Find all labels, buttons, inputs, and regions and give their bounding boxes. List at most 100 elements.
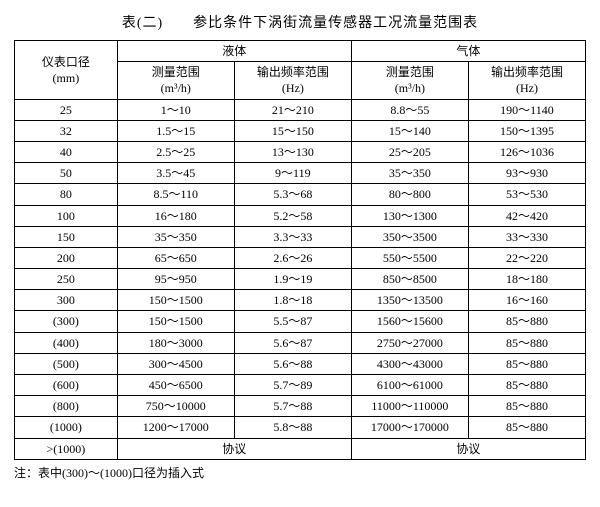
cell-liquid-freq: 1.9～19 [234,269,351,290]
cell-gas-freq: 85～880 [468,396,585,417]
cell-diameter: 25 [15,99,118,120]
cell-liquid-range: 1.5～15 [117,120,234,141]
table-row: 402.5～2513～13025～205126～1036 [15,141,586,162]
th-diameter-l1: 仪表口径 [42,55,90,69]
cell-gas-range: 2750～27000 [351,332,468,353]
cell-gas-range: 协议 [351,438,585,459]
cell-gas-range: 350～3500 [351,226,468,247]
table-row: 15035～3503.3～33350～350033～330 [15,226,586,247]
cell-diameter: (500) [15,353,118,374]
table-row: (300)150～15005.5～871560～1560085～880 [15,311,586,332]
th-freq-l1-g: 输出频率范围 [491,65,563,79]
cell-diameter: (800) [15,396,118,417]
cell-liquid-freq: 13～130 [234,141,351,162]
cell-gas-range: 8.8～55 [351,99,468,120]
cell-gas-freq: 18～180 [468,269,585,290]
table-row: (800)750～100005.7～8811000～11000085～880 [15,396,586,417]
cell-gas-freq: 85～880 [468,332,585,353]
cell-gas-range: 1350～13500 [351,290,468,311]
cell-gas-range: 15～140 [351,120,468,141]
th-diameter-l2: (mm) [53,71,80,85]
cell-liquid-range: 1200～17000 [117,417,234,438]
cell-liquid-range: 65～650 [117,247,234,268]
cell-liquid-freq: 3.3～33 [234,226,351,247]
table-row: 25095～9501.9～19850～850018～180 [15,269,586,290]
th-meas-l2-g: (m³/h) [395,81,425,95]
table-row: 503.5～459～11935～35093～930 [15,163,586,184]
cell-gas-range: 850～8500 [351,269,468,290]
cell-liquid-freq: 2.6～26 [234,247,351,268]
cell-liquid-range: 180～3000 [117,332,234,353]
cell-liquid-range: 750～10000 [117,396,234,417]
cell-gas-freq: 85～880 [468,375,585,396]
table-row: 321.5～1515～15015～140150～1395 [15,120,586,141]
th-liquid-freq: 输出频率范围 (Hz) [234,62,351,99]
cell-gas-freq: 85～880 [468,311,585,332]
th-meas-l1: 测量范围 [152,65,200,79]
cell-liquid-range: 2.5～25 [117,141,234,162]
table-row: (1000)1200～170005.8～8817000～17000085～880 [15,417,586,438]
cell-gas-freq: 53～530 [468,184,585,205]
cell-diameter: (1000) [15,417,118,438]
th-freq-l2-g: (Hz) [516,81,538,95]
cell-gas-range: 4300～43000 [351,353,468,374]
cell-liquid-freq: 5.7～88 [234,396,351,417]
th-gas: 气体 [351,41,585,62]
cell-gas-range: 35～350 [351,163,468,184]
cell-gas-freq: 85～880 [468,353,585,374]
table-row: 808.5～1105.3～6880～80053～530 [15,184,586,205]
table-row: (600)450～65005.7～896100～6100085～880 [15,375,586,396]
cell-diameter: 32 [15,120,118,141]
cell-diameter: 150 [15,226,118,247]
table-row: 251～1021～2108.8～55190～1140 [15,99,586,120]
th-liquid-range: 测量范围 (m³/h) [117,62,234,99]
cell-liquid-range: 150～1500 [117,311,234,332]
table-row: 10016～1805.2～58130～130042～420 [15,205,586,226]
cell-gas-range: 80～800 [351,184,468,205]
th-diameter: 仪表口径 (mm) [15,41,118,100]
cell-gas-range: 11000～110000 [351,396,468,417]
cell-liquid-freq: 1.8～18 [234,290,351,311]
cell-liquid-range: 450～6500 [117,375,234,396]
cell-diameter: 80 [15,184,118,205]
table-row: >(1000)协议协议 [15,438,586,459]
cell-diameter: 50 [15,163,118,184]
cell-liquid-freq: 5.3～68 [234,184,351,205]
th-liquid: 液体 [117,41,351,62]
cell-gas-range: 1560～15600 [351,311,468,332]
cell-liquid-range: 1～10 [117,99,234,120]
cell-liquid-freq: 21～210 [234,99,351,120]
cell-liquid-freq: 15～150 [234,120,351,141]
cell-gas-range: 17000～170000 [351,417,468,438]
cell-gas-freq: 150～1395 [468,120,585,141]
table-title: 表(二) 参比条件下涡街流量传感器工况流量范围表 [14,12,586,32]
table-row: (400)180～30005.6～872750～2700085～880 [15,332,586,353]
cell-gas-range: 130～1300 [351,205,468,226]
cell-diameter: >(1000) [15,438,118,459]
cell-diameter: 100 [15,205,118,226]
cell-liquid-range: 16～180 [117,205,234,226]
table-row: 300150～15001.8～181350～1350016～160 [15,290,586,311]
cell-liquid-range: 8.5～110 [117,184,234,205]
th-meas-l1-g: 测量范围 [386,65,434,79]
cell-gas-freq: 16～160 [468,290,585,311]
th-gas-freq: 输出频率范围 (Hz) [468,62,585,99]
cell-liquid-range: 3.5～45 [117,163,234,184]
cell-diameter: 200 [15,247,118,268]
cell-diameter: 250 [15,269,118,290]
cell-diameter: 300 [15,290,118,311]
cell-liquid-range: 95～950 [117,269,234,290]
cell-liquid-freq: 5.6～87 [234,332,351,353]
table-row: 20065～6502.6～26550～550022～220 [15,247,586,268]
cell-gas-freq: 22～220 [468,247,585,268]
cell-diameter: 40 [15,141,118,162]
cell-gas-range: 25～205 [351,141,468,162]
flow-range-table: 仪表口径 (mm) 液体 气体 测量范围 (m³/h) 输出频率范围 (Hz) … [14,40,586,460]
table-row: (500)300～45005.6～884300～4300085～880 [15,353,586,374]
table-footnote: 注：表中(300)～(1000)口径为插入式 [14,464,586,481]
cell-liquid-freq: 5.5～87 [234,311,351,332]
cell-liquid-freq: 5.8～88 [234,417,351,438]
cell-liquid-freq: 5.6～88 [234,353,351,374]
cell-diameter: (300) [15,311,118,332]
cell-liquid-range: 35～350 [117,226,234,247]
